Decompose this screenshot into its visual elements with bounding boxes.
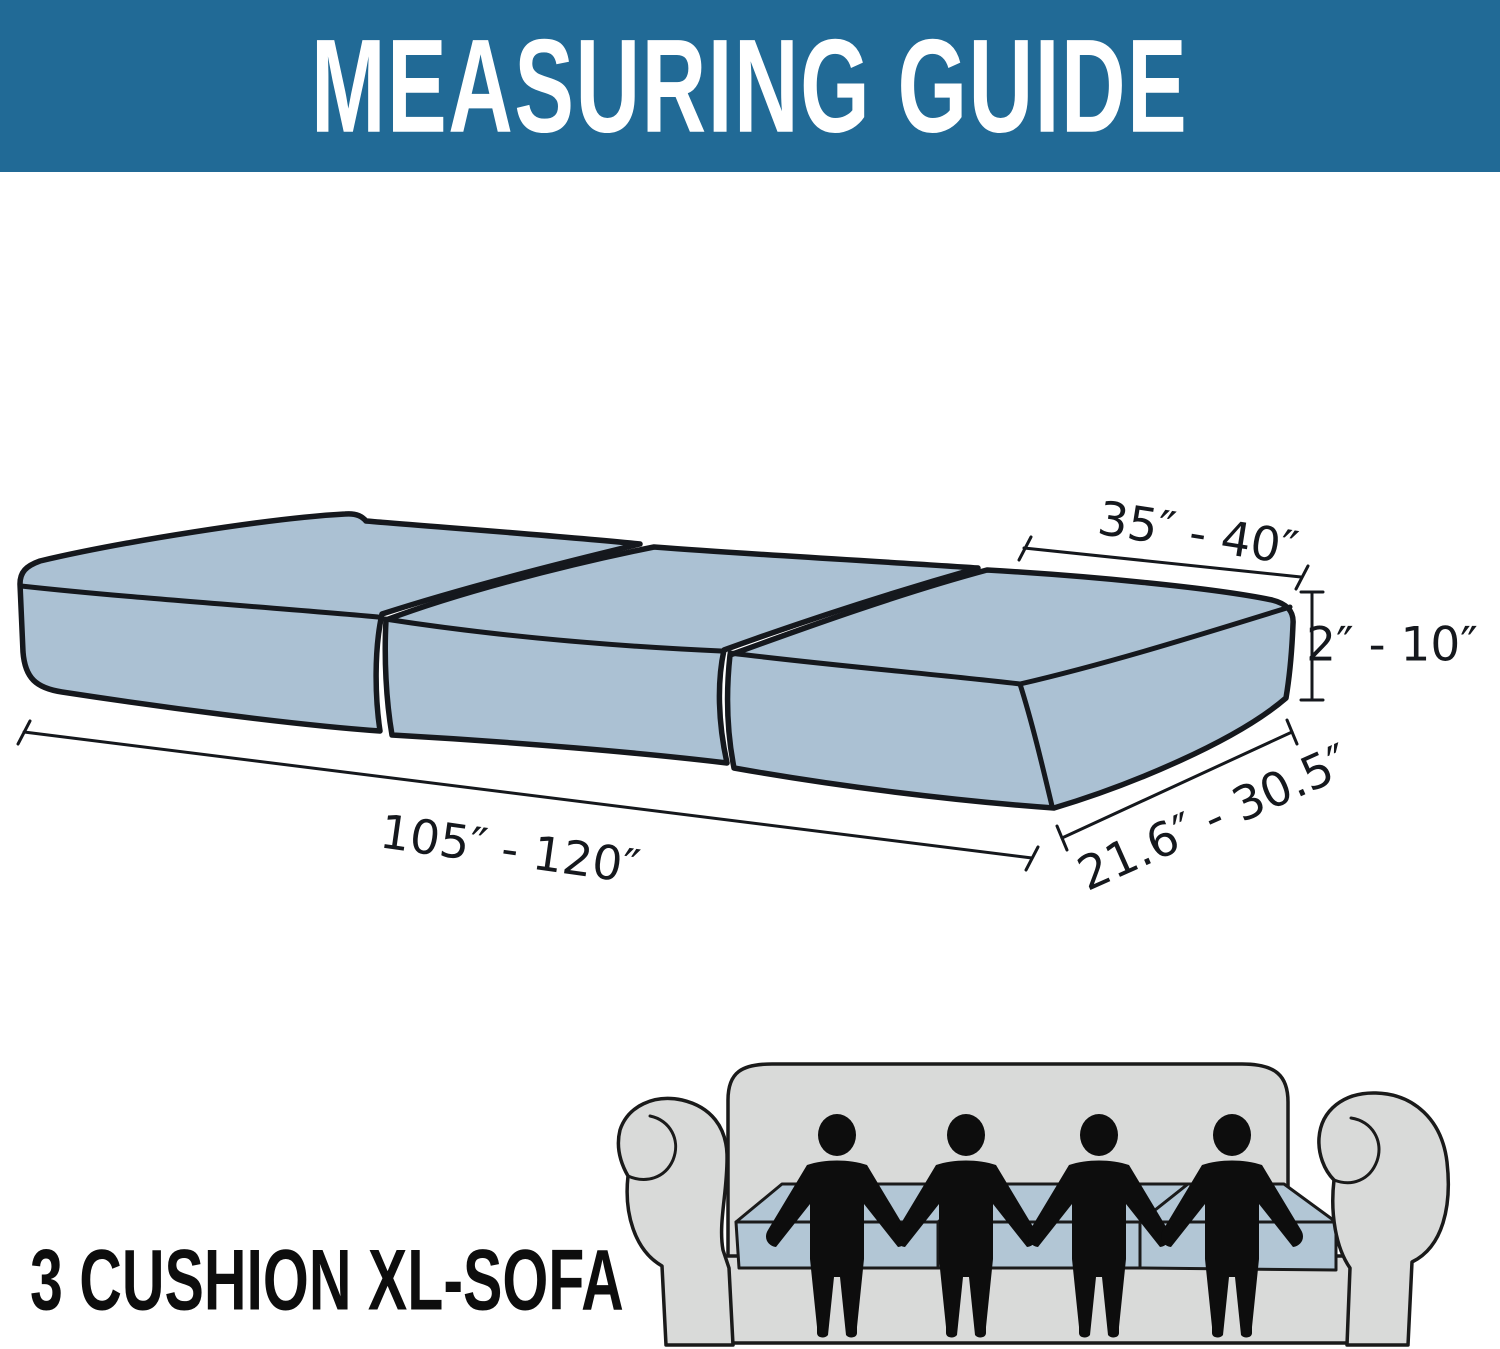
cushion-right-side-edge (1017, 604, 1293, 687)
sofa-illustration (616, 1062, 1451, 1347)
dim-label-height: 2″ - 10″ (1306, 617, 1478, 673)
dim-tick (1024, 845, 1040, 872)
dim-tick (1017, 535, 1033, 562)
sofa-arm-right-curl (1332, 1116, 1381, 1185)
dim-tick (16, 719, 32, 746)
dim-line-depth (1060, 730, 1294, 840)
sofa-arm-left (616, 1096, 735, 1347)
page-title: MEASURING GUIDE (311, 11, 1189, 161)
sofa-arm-right (1317, 1091, 1451, 1347)
cushion-right-top-edge (727, 650, 1023, 687)
header-banner: MEASURING GUIDE (0, 0, 1500, 172)
cushion-right-corner-edge (1017, 681, 1055, 809)
cushion-left-top-edge (18, 583, 381, 620)
dim-tick (1055, 824, 1069, 852)
dim-tick (1294, 564, 1310, 591)
dimension-lines (16, 535, 1325, 872)
dim-tick (1285, 718, 1299, 746)
sofa-arm-left-curl (626, 1114, 678, 1181)
dim-line-top-width (1022, 546, 1303, 579)
cushion-middle-top-edge (382, 616, 724, 654)
cushion-group (17, 511, 1296, 811)
sofa-type-caption: 3 CUSHION XL-SOFA (30, 1232, 624, 1329)
dim-line-length (22, 730, 1034, 860)
cushion-left-shape (17, 511, 643, 734)
